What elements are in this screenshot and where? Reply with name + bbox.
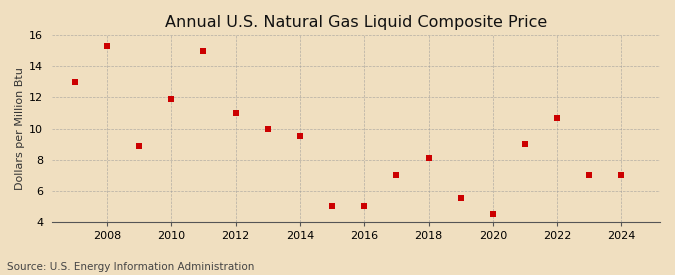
Title: Annual U.S. Natural Gas Liquid Composite Price: Annual U.S. Natural Gas Liquid Composite… [165, 15, 547, 30]
Point [70, 80, 80, 84]
Point [359, 204, 370, 208]
Point [391, 173, 402, 177]
Point [134, 144, 144, 148]
Point [551, 116, 562, 120]
Point [198, 49, 209, 53]
Point [487, 212, 498, 216]
Point [584, 173, 595, 177]
Point [101, 44, 112, 48]
Point [230, 111, 241, 115]
Point [423, 156, 434, 160]
Text: Source: U.S. Energy Information Administration: Source: U.S. Energy Information Administ… [7, 262, 254, 272]
Y-axis label: Dollars per Million Btu: Dollars per Million Btu [15, 67, 25, 190]
Point [294, 134, 305, 139]
Point [616, 173, 627, 177]
Point [166, 97, 177, 101]
Point [327, 204, 338, 208]
Point [455, 196, 466, 201]
Point [520, 142, 531, 146]
Point [263, 126, 273, 131]
